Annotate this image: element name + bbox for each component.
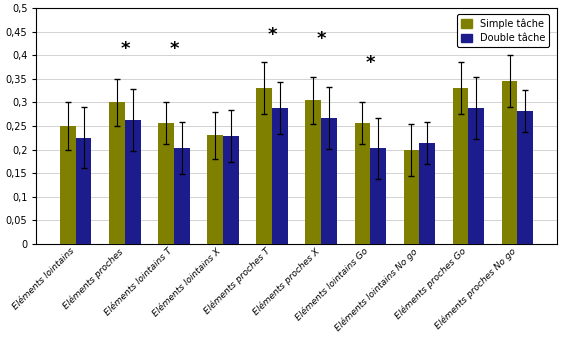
Text: *: * [463,26,473,43]
Bar [125,120,141,244]
Bar [272,108,288,244]
Bar [453,88,468,244]
Bar [60,126,76,244]
Text: *: * [316,30,326,48]
Bar [174,148,190,244]
Bar [256,88,272,244]
Bar [109,102,125,244]
Text: *: * [120,40,130,58]
Bar [321,118,337,244]
Legend: Simple tâche, Double tâche: Simple tâche, Double tâche [457,14,549,47]
Bar [403,150,419,244]
Bar [305,100,321,244]
Bar [419,143,435,244]
Text: *: * [268,26,277,43]
Bar [502,81,517,244]
Text: *: * [169,40,179,58]
Bar [517,111,533,244]
Bar [223,136,239,244]
Text: *: * [366,54,375,72]
Bar [370,148,386,244]
Bar [76,138,91,244]
Bar [468,108,484,244]
Text: *: * [513,33,522,51]
Bar [208,135,223,244]
Bar [355,123,370,244]
Bar [158,123,174,244]
